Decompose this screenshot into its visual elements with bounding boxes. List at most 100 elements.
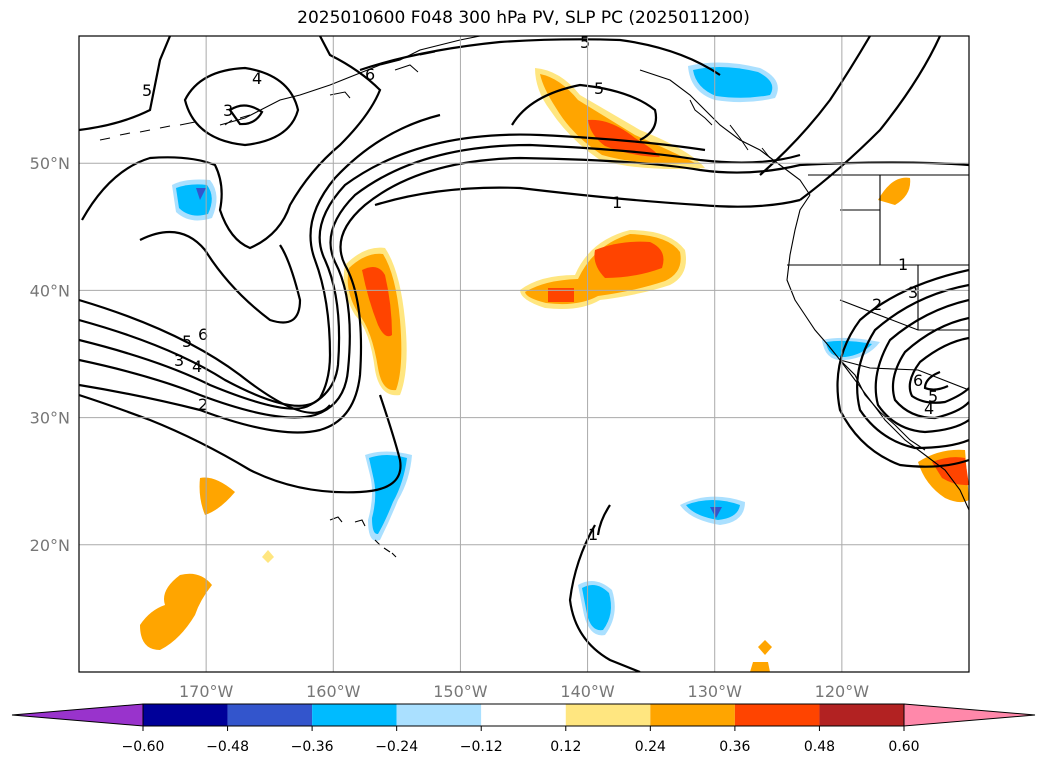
pv-positive-fills xyxy=(140,68,969,672)
pv-anomaly-north-of-hawaii-max xyxy=(362,266,392,337)
contour-label: 4 xyxy=(252,69,262,88)
contour-label: 2 xyxy=(198,395,208,414)
contour-label: 3 xyxy=(223,101,233,120)
small-island-1 xyxy=(329,516,343,523)
alaska-islands xyxy=(224,51,771,159)
lat-tick-label: 40°N xyxy=(30,281,70,300)
pv-anomaly-hawaii-negative-core xyxy=(369,455,407,535)
slp-contours xyxy=(79,36,969,672)
pv-anomaly-mexico-max xyxy=(932,457,969,486)
contour-label: 6 xyxy=(198,325,208,344)
lon-tick-labels: 170°W 160°W 150°W 140°W 130°W 120°W xyxy=(179,682,869,701)
contour-labels: 5 4 3 6 5 5 1 6 5 3 4 2 1 1 2 3 6 5 4 xyxy=(142,33,938,544)
slp-contour-tropical xyxy=(568,524,641,672)
colorbar-tick-label: −0.60 xyxy=(122,739,165,755)
lon-tick-label: 150°W xyxy=(433,682,488,701)
colorbar-segment xyxy=(396,704,482,726)
lat-tick-label: 30°N xyxy=(30,409,70,428)
lon-tick-label: 170°W xyxy=(179,682,234,701)
slp-contour-aleutian-inner xyxy=(139,230,302,324)
colorbar-extend-high xyxy=(903,703,1036,727)
coastlines xyxy=(99,36,969,558)
lon-tick-label: 160°W xyxy=(306,682,361,701)
slp-contour-jet-5 xyxy=(79,298,331,414)
pv-negative-fills xyxy=(172,62,880,636)
colorbar-segment xyxy=(819,704,904,726)
map-area xyxy=(79,36,969,672)
lat-tick-label: 50°N xyxy=(30,154,70,173)
colorbar-extend-low xyxy=(11,703,144,727)
contour-label: 1 xyxy=(612,193,622,212)
slp-contour-low-2 xyxy=(856,283,969,450)
pv-anomaly-montana xyxy=(878,177,911,205)
slp-contour-low-5 xyxy=(908,336,969,404)
pv-anomaly-small-2 xyxy=(758,640,772,655)
colorbar-tick-label: −0.12 xyxy=(460,739,503,755)
small-island-2 xyxy=(354,519,366,527)
aleutian-islands xyxy=(99,121,196,141)
lon-tick-label: 140°W xyxy=(560,682,615,701)
pv-anomaly-gulf-of-alaska-max xyxy=(588,119,660,157)
colorbar-segment xyxy=(650,704,735,726)
colorbar-tick-label: 0.48 xyxy=(804,739,835,755)
slp-contour-high-center xyxy=(183,66,300,147)
colorbar-tick-label: 0.12 xyxy=(550,739,581,755)
contour-label: 4 xyxy=(192,357,202,376)
pv-anomaly-central-pacific-spot xyxy=(548,288,574,302)
slp-contour-gulf-low xyxy=(511,83,658,141)
colorbar-tick-label: 0.60 xyxy=(888,739,919,755)
slp-contour-high-inner xyxy=(228,104,264,126)
slp-contour-low-4 xyxy=(891,316,969,420)
chart-title: 2025010600 F048 300 hPa PV, SLP PC (2025… xyxy=(297,8,750,28)
colorbar: −0.60 −0.48 −0.36 −0.24 −0.12 0.12 0.24 0.36 0.4… xyxy=(11,703,1036,755)
lat-tick-label: 20°N xyxy=(30,536,70,555)
slp-contour-north-1 xyxy=(79,36,172,132)
contour-label: 3 xyxy=(174,351,184,370)
colorbar-frame xyxy=(142,703,905,727)
pv-anomaly-tropical-negative-core xyxy=(582,584,611,631)
pv-anomaly-central-pacific-max xyxy=(594,241,664,278)
baja-coast xyxy=(839,359,926,451)
slp-contour-low-6 xyxy=(923,370,949,391)
slp-contour-jet-2 xyxy=(79,143,801,419)
colorbar-tick-label: 0.36 xyxy=(719,739,750,755)
lat-tick-labels: 50°N 40°N 30°N 20°N xyxy=(30,154,70,555)
contour-label: 1 xyxy=(898,255,908,274)
pv-anomaly-baja-negative-core xyxy=(826,340,872,358)
contour-label: 3 xyxy=(908,283,918,302)
pv-anomaly-west xyxy=(199,477,235,515)
contour-label: 4 xyxy=(924,399,934,418)
colorbar-segment xyxy=(481,704,566,726)
contour-label: 1 xyxy=(588,525,598,544)
colorbar-segment xyxy=(227,704,313,726)
slp-contour-aleutian-ring xyxy=(81,36,382,250)
contour-label: 5 xyxy=(142,81,152,100)
colorbar-segment xyxy=(734,704,820,726)
pv-anomaly-gulf-alaska-negative-core xyxy=(693,66,773,98)
slp-contour-jet-1 xyxy=(79,156,969,434)
pv-anomaly-north-of-hawaii-core xyxy=(347,253,402,391)
slp-contour-low-3 xyxy=(874,298,969,434)
pv-anomaly-small-1 xyxy=(262,550,274,563)
contour-label: 6 xyxy=(913,371,923,390)
pv-anomaly-aleutian-negative-max xyxy=(196,188,206,200)
pv-anomaly-small-3 xyxy=(750,662,770,672)
colorbar-segment xyxy=(312,704,397,726)
slp-contour-jet-6 xyxy=(79,393,402,494)
slp-contour-jet-3 xyxy=(79,133,706,410)
slp-contour-bc-1 xyxy=(759,36,871,176)
mexico-border xyxy=(839,359,969,391)
hawaii-islands xyxy=(374,539,397,558)
contour-label: 5 xyxy=(928,387,938,406)
us-west-coast xyxy=(786,194,969,511)
slp-contour-jet-4 xyxy=(79,113,441,407)
lon-tick-label: 120°W xyxy=(815,682,870,701)
colorbar-tick-label: −0.36 xyxy=(291,739,334,755)
lon-tick-label: 130°W xyxy=(688,682,743,701)
slp-contour-jet-7 xyxy=(374,186,801,208)
pv-anomaly-southwest xyxy=(140,573,212,650)
alaska-coast xyxy=(219,36,481,126)
pv-anomaly-east-negative-max xyxy=(710,507,722,518)
contour-label: 5 xyxy=(580,33,590,52)
